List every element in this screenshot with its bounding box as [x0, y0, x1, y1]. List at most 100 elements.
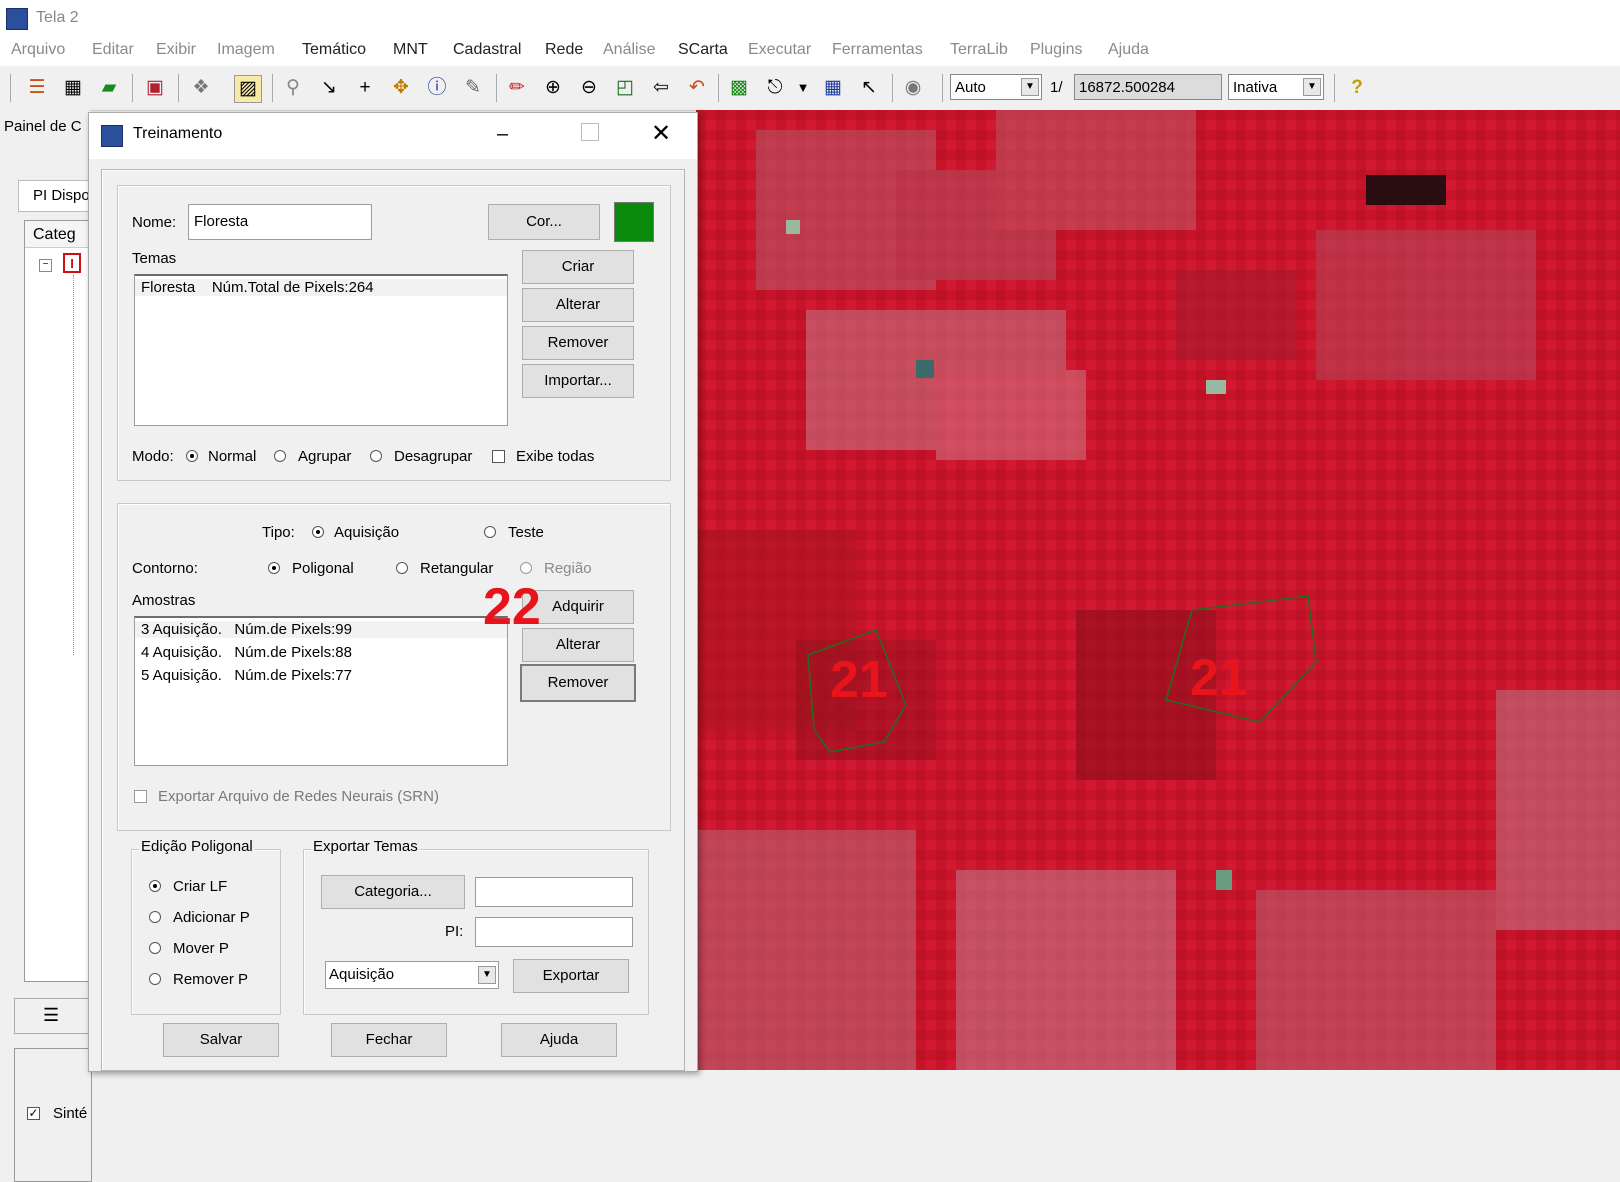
zoom-area-icon[interactable]: ◰ — [616, 77, 634, 98]
minimize-icon[interactable]: – — [497, 123, 509, 145]
layers-icon[interactable]: ☰ — [28, 77, 46, 98]
menu-executar[interactable]: Executar — [748, 41, 812, 58]
list-item[interactable]: 4 Aquisição. Núm.de Pixels:88 — [141, 644, 352, 661]
remover-amostra-button[interactable]: Remover — [520, 664, 636, 702]
menu-analise[interactable]: Análise — [603, 41, 656, 58]
criar-lf-radio[interactable] — [149, 880, 161, 892]
tag-icon[interactable]: ✎ — [465, 77, 481, 98]
list-item[interactable]: Floresta Núm.Total de Pixels:264 — [135, 279, 507, 296]
modo-desagrupar-radio[interactable] — [370, 450, 382, 462]
menu-plugins[interactable]: Plugins — [1030, 41, 1083, 58]
palette-icon[interactable]: ◉ — [904, 77, 922, 98]
fechar-button[interactable]: Fechar — [331, 1023, 447, 1057]
exibe-todas-checkbox[interactable] — [492, 450, 505, 463]
adicionar-p-radio[interactable] — [149, 911, 161, 923]
sample-polygon-left[interactable] — [807, 629, 907, 753]
tipo-aquisicao-radio[interactable] — [312, 526, 324, 538]
importar-button[interactable]: Importar... — [522, 364, 634, 398]
menu-tematico[interactable]: Temático — [302, 41, 367, 58]
adquirir-button[interactable]: Adquirir — [522, 590, 634, 624]
pi-field[interactable] — [475, 917, 633, 947]
contorno-label: Contorno: — [132, 560, 198, 577]
criar-button[interactable]: Criar — [522, 250, 634, 284]
menu-ferramentas[interactable]: Ferramentas — [832, 41, 923, 58]
tree-collapse-icon[interactable]: − — [39, 259, 52, 272]
polygon-fill-icon[interactable]: ▰ — [101, 77, 117, 98]
menu-terralib[interactable]: TerraLib — [950, 41, 1008, 58]
scale-mode-select[interactable]: Auto ▼ — [950, 74, 1042, 100]
category-tree[interactable]: Categ − I — [24, 220, 92, 982]
menu-imagem[interactable]: Imagem — [217, 41, 275, 58]
tipo-aquisicao-label: Aquisição — [334, 524, 400, 541]
status-select[interactable]: Inativa ▼ — [1228, 74, 1324, 100]
sample-polygon-right[interactable] — [1165, 595, 1317, 723]
contorno-poligonal-radio[interactable] — [268, 562, 280, 574]
contorno-regiao-radio[interactable] — [520, 562, 532, 574]
select-pointer-icon[interactable]: ↖ — [861, 77, 877, 98]
categoria-field[interactable] — [475, 877, 633, 907]
menu-rede[interactable]: Rede — [545, 41, 584, 58]
menu-cadastral[interactable]: Cadastral — [453, 41, 522, 58]
menu-ajuda[interactable]: Ajuda — [1108, 41, 1149, 58]
modo-agrupar-radio[interactable] — [274, 450, 286, 462]
legend-list-button[interactable]: ☰ — [14, 998, 92, 1034]
contorno-retangular-radio[interactable] — [396, 562, 408, 574]
remover-p-radio[interactable] — [149, 973, 161, 985]
exportar-button[interactable]: Exportar — [513, 959, 629, 993]
modo-normal-radio[interactable] — [186, 450, 198, 462]
panel-title: Painel de C — [4, 118, 82, 135]
toolbar: ☰ ▦ ▰ ▣ ❖ ▨ ⚲ ↘ + ✥ ⓘ ✎ ✏ ⊕ ⊖ ◰ ⇦ ↶ ▩ ⎋ … — [0, 66, 1620, 111]
export-type-select[interactable]: Aquisição ▼ — [325, 961, 499, 989]
draw-line-icon[interactable]: ↘ — [321, 77, 337, 98]
categoria-button[interactable]: Categoria... — [321, 875, 465, 909]
nome-input[interactable]: Floresta — [188, 204, 372, 240]
undo-icon[interactable]: ↶ — [689, 77, 705, 98]
ajuda-button[interactable]: Ajuda — [501, 1023, 617, 1057]
menu-exibir[interactable]: Exibir — [156, 41, 197, 58]
histogram-icon[interactable]: ▦ — [824, 77, 842, 98]
tab-pi-disponiveis[interactable]: PI Dispo — [18, 180, 92, 212]
window-icon[interactable]: ▣ — [146, 77, 164, 98]
scale-value-field[interactable]: 16872.500284 — [1074, 74, 1222, 100]
raster-icon[interactable]: ▩ — [730, 77, 748, 98]
exportar-temas-legend: Exportar Temas — [311, 838, 420, 855]
exportar-srn-checkbox[interactable] — [134, 790, 147, 803]
menu-arquivo[interactable]: Arquivo — [11, 41, 66, 58]
grid-icon[interactable]: ▦ — [64, 77, 82, 98]
remover-tema-button[interactable]: Remover — [522, 326, 634, 360]
temas-list[interactable]: Floresta Núm.Total de Pixels:264 — [134, 274, 508, 426]
pencil-icon[interactable]: ✏ — [509, 77, 525, 98]
info-icon[interactable]: ⓘ — [427, 77, 447, 98]
menu-mnt[interactable]: MNT — [393, 41, 428, 58]
salvar-button[interactable]: Salvar — [163, 1023, 279, 1057]
amostras-list[interactable]: 3 Aquisição. Núm.de Pixels:99 4 Aquisiçã… — [134, 616, 508, 766]
tipo-teste-radio[interactable] — [484, 526, 496, 538]
category-header: Categ — [25, 221, 91, 248]
question-icon[interactable]: ? — [1351, 77, 1363, 98]
pan-icon[interactable]: ✥ — [393, 77, 409, 98]
search-icon[interactable]: ⚲ — [286, 77, 300, 98]
contorno-poligonal-label: Poligonal — [292, 560, 354, 577]
sintese-checkbox[interactable]: ✓ — [27, 1106, 40, 1120]
maximize-icon[interactable] — [581, 123, 599, 141]
list-item[interactable]: 3 Aquisição. Núm.de Pixels:99 — [135, 621, 507, 638]
map-canvas[interactable]: 21 21 — [696, 110, 1620, 1070]
zoom-out-icon[interactable]: ⊖ — [581, 77, 597, 98]
menu-scarta[interactable]: SCarta — [678, 41, 728, 58]
cor-button[interactable]: Cor... — [488, 204, 600, 240]
alterar-amostra-button[interactable]: Alterar — [522, 628, 634, 662]
classify-icon[interactable]: ▨ — [234, 75, 262, 103]
scale-icon[interactable]: ⎋ — [767, 77, 783, 98]
alterar-tema-button[interactable]: Alterar — [522, 288, 634, 322]
close-icon[interactable]: ✕ — [651, 120, 672, 147]
mover-p-radio[interactable] — [149, 942, 161, 954]
class-color-swatch[interactable] — [614, 202, 654, 242]
cursor-icon[interactable]: ❖ — [192, 77, 210, 98]
plus-icon[interactable]: + — [359, 77, 371, 98]
menu-editar[interactable]: Editar — [92, 41, 134, 58]
back-icon[interactable]: ⇦ — [653, 77, 669, 98]
edicao-poligonal-legend: Edição Poligonal — [139, 838, 255, 855]
list-item[interactable]: 5 Aquisição. Núm.de Pixels:77 — [141, 667, 352, 684]
dropdown-arrow-icon[interactable]: ▼ — [796, 80, 810, 95]
zoom-in-icon[interactable]: ⊕ — [545, 77, 561, 98]
